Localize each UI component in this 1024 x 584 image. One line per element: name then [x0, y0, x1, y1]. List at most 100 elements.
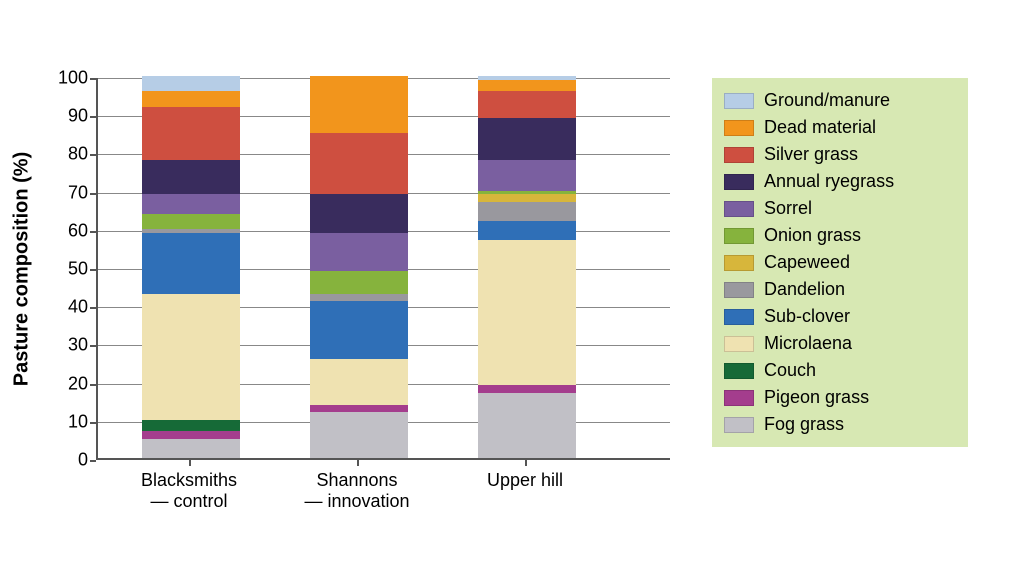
y-tick-mark	[90, 154, 96, 156]
y-tick-mark	[90, 345, 96, 347]
y-tick-mark	[90, 231, 96, 233]
segment-pigeon_grass	[478, 385, 576, 393]
legend-swatch	[724, 309, 754, 325]
segment-dead_material	[142, 91, 240, 106]
segment-sorrel	[478, 160, 576, 191]
legend-item-sorrel: Sorrel	[724, 198, 952, 219]
y-tick-label: 30	[52, 335, 88, 356]
legend-swatch	[724, 255, 754, 271]
legend-swatch	[724, 336, 754, 352]
segment-microlaena	[142, 294, 240, 420]
legend-swatch	[724, 174, 754, 190]
y-tick-mark	[90, 193, 96, 195]
segment-dandelion	[142, 229, 240, 233]
segment-pigeon_grass	[142, 431, 240, 439]
legend-item-silver_grass: Silver grass	[724, 144, 952, 165]
y-tick-label: 40	[52, 297, 88, 318]
y-tick-mark	[90, 422, 96, 424]
y-tick-mark	[90, 116, 96, 118]
legend-item-fog_grass: Fog grass	[724, 414, 952, 435]
legend-label: Pigeon grass	[764, 387, 869, 408]
legend-label: Dead material	[764, 117, 876, 138]
segment-sub_clover	[310, 301, 408, 358]
segment-fog_grass	[142, 439, 240, 458]
segment-dandelion	[478, 202, 576, 221]
segment-annual_ryegrass	[478, 118, 576, 160]
x-tick-mark	[189, 460, 191, 466]
legend-swatch	[724, 147, 754, 163]
x-tick-mark	[357, 460, 359, 466]
segment-fog_grass	[478, 393, 576, 458]
legend-item-couch: Couch	[724, 360, 952, 381]
bar-upper_hill	[478, 76, 576, 458]
legend-item-onion_grass: Onion grass	[724, 225, 952, 246]
legend-label: Silver grass	[764, 144, 858, 165]
segment-dead_material	[478, 80, 576, 91]
segment-microlaena	[310, 359, 408, 405]
x-tick-label-blacksmiths: Blacksmiths — control	[99, 470, 279, 512]
segment-onion_grass	[142, 214, 240, 229]
legend-swatch	[724, 363, 754, 379]
y-tick-label: 20	[52, 373, 88, 394]
legend-label: Annual ryegrass	[764, 171, 894, 192]
bar-shannons	[310, 76, 408, 458]
x-tick-label-shannons: Shannons — innovation	[267, 470, 447, 512]
y-tick-label: 10	[52, 411, 88, 432]
segment-ground_manure	[142, 76, 240, 91]
segment-sorrel	[142, 194, 240, 213]
y-tick-label: 0	[52, 450, 88, 471]
legend-swatch	[724, 93, 754, 109]
legend-swatch	[724, 390, 754, 406]
legend-item-sub_clover: Sub-clover	[724, 306, 952, 327]
y-tick-mark	[90, 269, 96, 271]
legend-item-microlaena: Microlaena	[724, 333, 952, 354]
legend-label: Onion grass	[764, 225, 861, 246]
segment-sub_clover	[142, 233, 240, 294]
segment-pigeon_grass	[310, 405, 408, 413]
legend-label: Dandelion	[764, 279, 845, 300]
legend-label: Capeweed	[764, 252, 850, 273]
y-tick-label: 90	[52, 106, 88, 127]
bar-blacksmiths	[142, 76, 240, 458]
legend-label: Sub-clover	[764, 306, 850, 327]
segment-ground_manure	[478, 76, 576, 80]
segment-annual_ryegrass	[142, 160, 240, 194]
chart-container: Pasture composition (%) Ground/manureDea…	[0, 0, 1024, 584]
segment-annual_ryegrass	[310, 194, 408, 232]
legend-item-dead_material: Dead material	[724, 117, 952, 138]
x-tick-label-upper_hill: Upper hill	[435, 470, 615, 491]
legend: Ground/manure Dead material Silver grass An…	[712, 78, 968, 447]
segment-dead_material	[310, 76, 408, 133]
segment-sub_clover	[478, 221, 576, 240]
y-tick-mark	[90, 384, 96, 386]
segment-fog_grass	[310, 412, 408, 458]
legend-label: Fog grass	[764, 414, 844, 435]
legend-item-dandelion: Dandelion	[724, 279, 952, 300]
segment-silver_grass	[310, 133, 408, 194]
legend-swatch	[724, 120, 754, 136]
legend-label: Microlaena	[764, 333, 852, 354]
segment-onion_grass	[478, 191, 576, 195]
y-tick-label: 70	[52, 182, 88, 203]
legend-item-annual_ryegrass: Annual ryegrass	[724, 171, 952, 192]
y-tick-label: 100	[52, 68, 88, 89]
segment-couch	[142, 420, 240, 431]
segment-dandelion	[310, 294, 408, 302]
segment-onion_grass	[310, 271, 408, 294]
segment-silver_grass	[142, 107, 240, 160]
legend-label: Couch	[764, 360, 816, 381]
y-tick-label: 80	[52, 144, 88, 165]
legend-swatch	[724, 282, 754, 298]
legend-swatch	[724, 417, 754, 433]
y-tick-mark	[90, 78, 96, 80]
segment-capeweed	[478, 194, 576, 202]
legend-swatch	[724, 228, 754, 244]
legend-item-pigeon_grass: Pigeon grass	[724, 387, 952, 408]
x-tick-mark	[525, 460, 527, 466]
segment-silver_grass	[478, 91, 576, 118]
legend-item-capeweed: Capeweed	[724, 252, 952, 273]
segment-microlaena	[478, 240, 576, 385]
legend-label: Ground/manure	[764, 90, 890, 111]
plot-area	[96, 78, 670, 460]
segment-sorrel	[310, 233, 408, 271]
